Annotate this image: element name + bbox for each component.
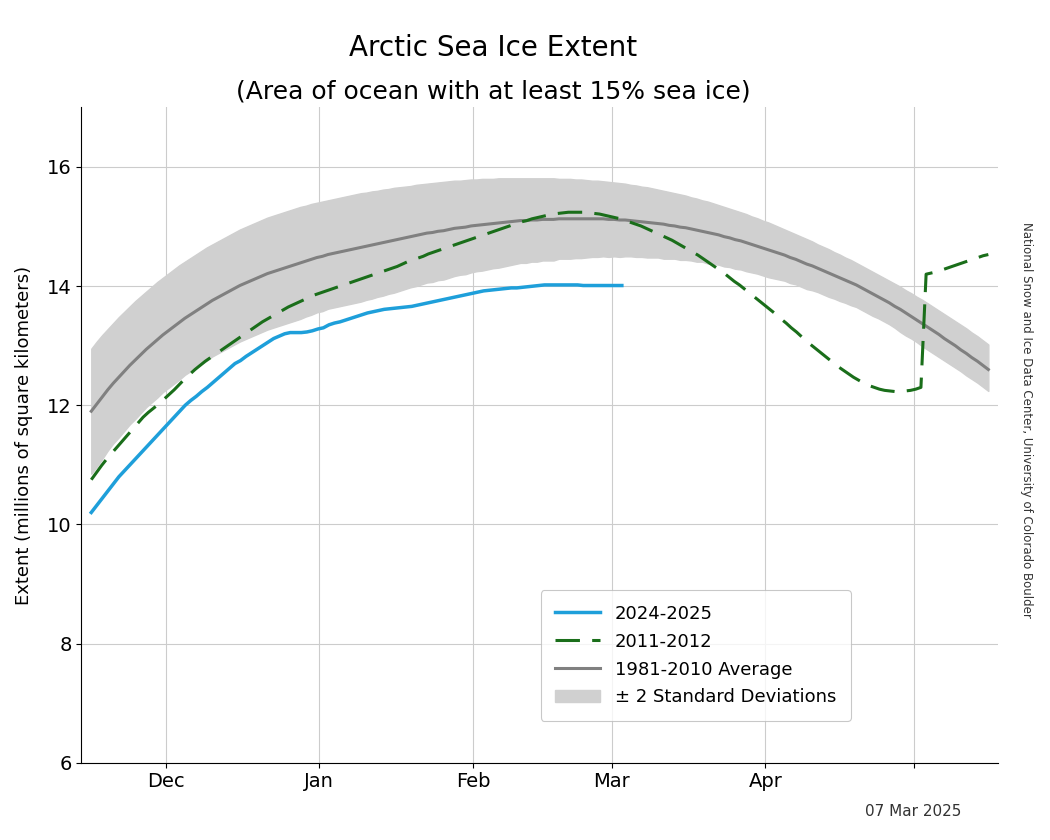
Text: (Area of ocean with at least 15% sea ice): (Area of ocean with at least 15% sea ice… <box>236 80 751 104</box>
Legend: 2024-2025, 2011-2012, 1981-2010 Average, ± 2 Standard Deviations: 2024-2025, 2011-2012, 1981-2010 Average,… <box>541 591 850 721</box>
Text: Arctic Sea Ice Extent: Arctic Sea Ice Extent <box>350 34 637 61</box>
Text: 07 Mar 2025: 07 Mar 2025 <box>865 804 962 819</box>
Y-axis label: Extent (millions of square kilometers): Extent (millions of square kilometers) <box>15 265 33 605</box>
Text: National Snow and Ice Data Center, University of Colorado Boulder: National Snow and Ice Data Center, Unive… <box>1021 222 1033 618</box>
